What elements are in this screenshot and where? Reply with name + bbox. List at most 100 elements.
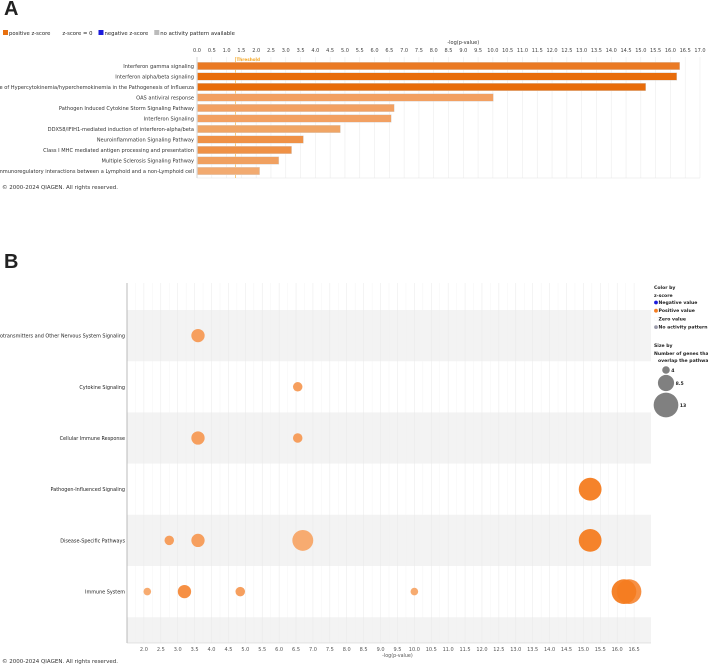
bubble [191, 328, 205, 343]
x-tick-label: 9.5 [393, 647, 401, 653]
x-tick-label: 7.0 [400, 48, 408, 54]
bar [197, 135, 304, 144]
bubble [292, 529, 314, 551]
bubble [235, 586, 246, 597]
x-tick-label: 3.0 [282, 48, 290, 54]
x-tick-label: 9.5 [474, 48, 482, 54]
x-tick-label: 5.5 [258, 647, 266, 653]
bar-chart: positive z-score z-score = 0 negative z-sc… [0, 30, 706, 179]
bubble [611, 579, 637, 604]
x-tick-label: 16.5 [680, 48, 691, 54]
x-tick-label: 7.0 [309, 647, 317, 653]
bubble [191, 431, 205, 445]
panel-a-label: A [4, 0, 19, 20]
x-tick-label: 14.0 [606, 48, 617, 54]
legend-color-title: Color by [654, 285, 675, 291]
x-tick-label: 12.5 [493, 647, 504, 653]
bar [197, 167, 260, 175]
x-tick-label: 14.5 [561, 647, 572, 653]
x-tick-label: 6.5 [385, 48, 393, 54]
bar [197, 146, 292, 154]
bar [197, 104, 395, 112]
legend-swatch [154, 30, 160, 35]
bubble [177, 584, 192, 599]
bar [197, 114, 392, 123]
bar-category-label: Interferon alpha/beta signaling [115, 75, 194, 81]
bubble [191, 533, 205, 548]
x-tick-label: 14.5 [620, 48, 631, 54]
x-axis-title: -log(p-value) [382, 653, 413, 659]
legend-size-label: 4 [671, 368, 674, 374]
bubble [578, 529, 602, 552]
bubble [164, 535, 175, 546]
legend-swatch [56, 30, 62, 35]
legend-color-label: Positive value [659, 308, 695, 314]
x-tick-label: 11.0 [517, 48, 528, 54]
bar-category-label: Immunoregulatory interactions between a … [0, 169, 194, 175]
x-tick-label: 17.0 [694, 48, 705, 54]
x-tick-label: 4.5 [224, 647, 232, 653]
x-tick-label: 15.0 [635, 48, 646, 54]
x-tick-label: 2.0 [252, 48, 260, 54]
bar-category-label: Neuroinflammation Signaling Pathway [97, 138, 194, 144]
legend-size-circle [662, 366, 670, 374]
x-tick-label: 11.0 [443, 647, 454, 653]
x-tick-label: 15.0 [578, 647, 589, 653]
legend-swatch [3, 30, 8, 35]
bar-category-label: Interferon Signaling [144, 117, 194, 123]
x-tick-label: 6.5 [292, 647, 300, 653]
legend-color-subtitle: z-score [654, 293, 673, 299]
bar-category-label: Interferon gamma signaling [123, 64, 194, 70]
bar [197, 93, 494, 102]
x-tick-label: 8.5 [445, 48, 453, 54]
x-tick-label: 0.5 [208, 48, 216, 54]
x-tick-label: 13.0 [576, 48, 587, 54]
x-tick-label: 8.0 [430, 48, 438, 54]
x-tick-label: 16.0 [612, 647, 623, 653]
x-tick-label: 14.0 [544, 647, 555, 653]
x-tick-label: 12.0 [546, 48, 557, 54]
legend-label: no activity pattern available [160, 31, 235, 37]
bubble [410, 587, 419, 596]
x-tick-label: 10.5 [502, 48, 513, 54]
x-tick-label: 12.0 [476, 647, 487, 653]
legend-size-label: 13 [680, 403, 686, 409]
bar [197, 62, 680, 70]
x-tick-label: 11.5 [532, 48, 543, 54]
legend-size-circle [653, 392, 679, 418]
row-category-label: Immune System [85, 590, 125, 596]
x-tick-label: 16.0 [665, 48, 676, 54]
bar [197, 125, 341, 133]
x-axis-title: -log(p-value) [447, 40, 479, 46]
legend-size-circle [657, 374, 675, 392]
legend-size-title: Size by [654, 343, 673, 349]
x-tick-label: 2.5 [267, 48, 275, 54]
x-tick-label: 8.0 [343, 647, 351, 653]
legend-color-dot [654, 308, 658, 313]
x-tick-label: 1.5 [237, 48, 245, 54]
x-tick-label: 1.0 [223, 48, 231, 54]
row-category-label: Cellular Immune Response [60, 436, 125, 442]
bar [197, 156, 280, 165]
x-tick-label: 13.5 [591, 48, 602, 54]
bubble [292, 433, 303, 443]
legend-size-label: 8.5 [676, 381, 684, 387]
x-tick-label: 16.5 [629, 647, 640, 653]
copyright-b: © 2000-2024 QIAGEN. All rights reserved. [2, 659, 118, 665]
x-tick-label: 4.5 [326, 48, 334, 54]
legend-label: positive z-score [9, 31, 50, 37]
x-tick-label: 15.5 [650, 48, 661, 54]
x-tick-label: 6.0 [371, 48, 379, 54]
x-tick-label: 15.5 [595, 647, 606, 653]
legend-color-dot [653, 316, 659, 321]
bubble [292, 382, 303, 392]
legend-size-subtitle: Number of genes that [654, 351, 708, 357]
x-tick-label: 9.0 [377, 647, 385, 653]
x-tick-label: 3.5 [297, 48, 305, 54]
legend-size-subtitle: overlap the pathway [658, 358, 708, 364]
x-tick-label: 3.0 [174, 647, 182, 653]
bar-category-label: OAS antiviral response [136, 96, 194, 102]
x-tick-label: 2.5 [157, 647, 165, 653]
x-tick-label: 12.5 [561, 48, 572, 54]
